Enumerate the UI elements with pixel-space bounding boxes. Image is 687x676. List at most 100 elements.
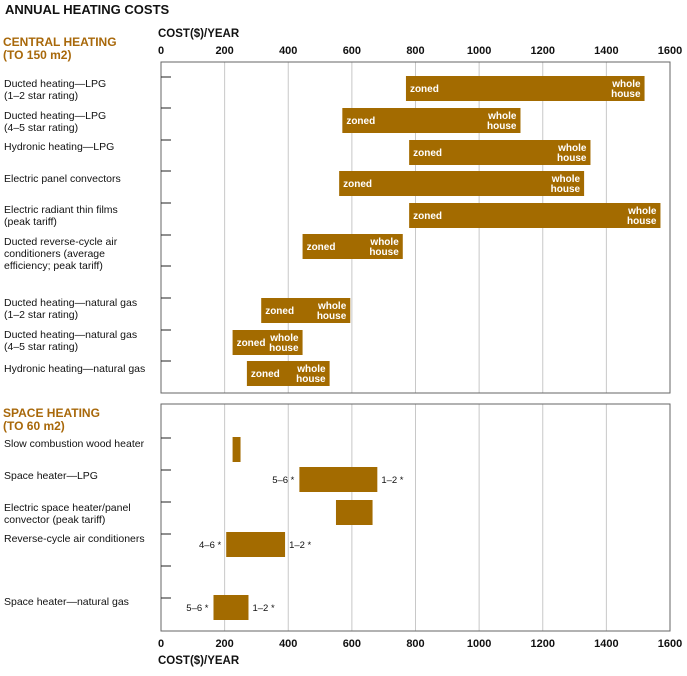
- x-tick-label: 200: [215, 638, 233, 650]
- bar-label-zoned: zoned: [413, 211, 442, 222]
- panel-space-heating: SPACE HEATING(TO 60 m2) 0 200 400 600 800 1000…: [3, 403, 682, 667]
- section-title: SPACE HEATING: [3, 406, 100, 420]
- bar-label-whole-house: house: [296, 374, 326, 385]
- category-label: Electric radiant thin films: [4, 204, 118, 216]
- x-tick-label: 1600: [658, 45, 682, 57]
- category-label: Ducted heating—LPG: [4, 110, 106, 122]
- category-row: Ducted heating—LPG(1–2 star rating) zoned…: [4, 76, 645, 102]
- cost-range-bar: [339, 171, 585, 196]
- category-label: Electric panel convectors: [4, 173, 121, 185]
- category-label: (1–2 star rating): [4, 90, 78, 102]
- category-label: Ducted heating—natural gas: [4, 329, 137, 341]
- category-label: Reverse-cycle air conditioners: [4, 533, 145, 545]
- category-label: conditioners (average: [4, 248, 105, 260]
- x-tick-label: 600: [343, 638, 361, 650]
- x-tick-label: 400: [279, 638, 297, 650]
- cost-range-bar: [213, 595, 249, 620]
- cost-range-bar: [409, 203, 661, 228]
- category-label: efficiency; peak tariff): [4, 260, 103, 272]
- category-label: Electric space heater/panel: [4, 502, 131, 514]
- bar-label-whole-house: house: [551, 184, 581, 195]
- page-title: ANNUAL HEATING COSTS: [5, 2, 170, 17]
- section-title: (TO 60 m2): [3, 419, 65, 433]
- category-label: Space heater—natural gas: [4, 596, 129, 608]
- plot-frame: [160, 61, 671, 394]
- x-tick-label: 600: [343, 45, 361, 57]
- category-row: Reverse-cycle air conditioners 4–6 * 1–2 *: [4, 532, 312, 557]
- cost-range-bar: [261, 298, 351, 323]
- star-rating-low: 5–6 *: [272, 475, 294, 486]
- category-row: Hydronic heating—natural gas zoned wholeho…: [4, 361, 330, 386]
- star-rating-high: 1–2 *: [289, 540, 311, 551]
- cost-range-bar: [299, 467, 378, 492]
- x-tick-label: 1400: [594, 638, 618, 650]
- x-tick-label: 1600: [658, 638, 682, 650]
- section-title: CENTRAL HEATING: [3, 35, 117, 49]
- bar-label-whole-house: whole: [369, 237, 399, 248]
- category-label: (4–5 star rating): [4, 341, 78, 353]
- bar-label-whole-house: whole: [551, 174, 581, 185]
- cost-range-bar: [232, 437, 241, 462]
- cost-range-bar: [409, 140, 591, 165]
- bar-label-zoned: zoned: [251, 369, 280, 380]
- bar-label-zoned: zoned: [343, 179, 372, 190]
- cost-range-bar: [232, 330, 303, 355]
- category-label: Slow combustion wood heater: [4, 438, 145, 450]
- bar-label-whole-house: whole: [611, 79, 641, 90]
- x-tick-label: 1000: [467, 638, 491, 650]
- cost-range-bar: [246, 361, 330, 386]
- bar-label-whole-house: house: [627, 216, 657, 227]
- cost-range-bar: [226, 532, 286, 557]
- x-tick-label: 0: [158, 45, 164, 57]
- category-label: Ducted heating—LPG: [4, 78, 106, 90]
- star-rating-low: 5–6 *: [186, 603, 208, 614]
- category-label: (peak tariff): [4, 216, 57, 228]
- panel-central-heating: CENTRAL HEATING(TO 150 m2) 0 200 400 600 800 1…: [3, 28, 682, 394]
- bar-label-zoned: zoned: [265, 306, 294, 317]
- bar-label-whole-house: house: [557, 153, 587, 164]
- bar-label-zoned: zoned: [413, 148, 442, 159]
- bar-label-whole-house: whole: [557, 143, 587, 154]
- x-tick-label: 0: [158, 638, 164, 650]
- category-label: Hydronic heating—natural gas: [4, 363, 145, 375]
- category-row: Space heater—natural gas 5–6 * 1–2 *: [4, 595, 275, 620]
- bar-label-zoned: zoned: [410, 84, 439, 95]
- category-row: Ducted heating—natural gas(4–5 star rati…: [4, 329, 303, 355]
- bar-label-whole-house: whole: [627, 206, 657, 217]
- bar-label-whole-house: whole: [269, 333, 299, 344]
- x-tick-label: 200: [215, 45, 233, 57]
- bar-label-whole-house: whole: [487, 111, 517, 122]
- category-label: Space heater—LPG: [4, 470, 98, 482]
- star-rating-high: 1–2 *: [381, 475, 403, 486]
- x-tick-label: 800: [406, 45, 424, 57]
- x-tick-label: 800: [406, 638, 424, 650]
- star-rating-high: 1–2 *: [252, 603, 274, 614]
- bar-label-zoned: zoned: [307, 242, 336, 253]
- bar-label-whole-house: house: [369, 247, 399, 258]
- bar-label-whole-house: house: [317, 311, 347, 322]
- category-label: Hydronic heating—LPG: [4, 141, 114, 153]
- category-label: convector (peak tariff): [4, 514, 105, 526]
- plot-frame: [160, 403, 671, 632]
- x-tick-label: 1400: [594, 45, 618, 57]
- category-row: Electric radiant thin films(peak tariff)…: [4, 203, 661, 228]
- bar-label-whole-house: whole: [317, 301, 347, 312]
- category-row: Slow combustion wood heater: [4, 437, 241, 462]
- category-label: (4–5 star rating): [4, 122, 78, 134]
- section-title: (TO 150 m2): [3, 48, 71, 62]
- x-tick-label: 1200: [531, 638, 555, 650]
- x-axis-title: COST($)/YEAR: [158, 655, 240, 667]
- cost-range-bar: [405, 76, 645, 101]
- category-row: Space heater—LPG 5–6 * 1–2 *: [4, 467, 404, 492]
- cost-range-bar: [335, 500, 373, 525]
- bar-label-whole-house: whole: [296, 364, 326, 375]
- cost-range-bar: [302, 234, 403, 259]
- grid: [224, 404, 607, 631]
- x-tick-label: 400: [279, 45, 297, 57]
- x-axis-title: COST($)/YEAR: [158, 28, 240, 40]
